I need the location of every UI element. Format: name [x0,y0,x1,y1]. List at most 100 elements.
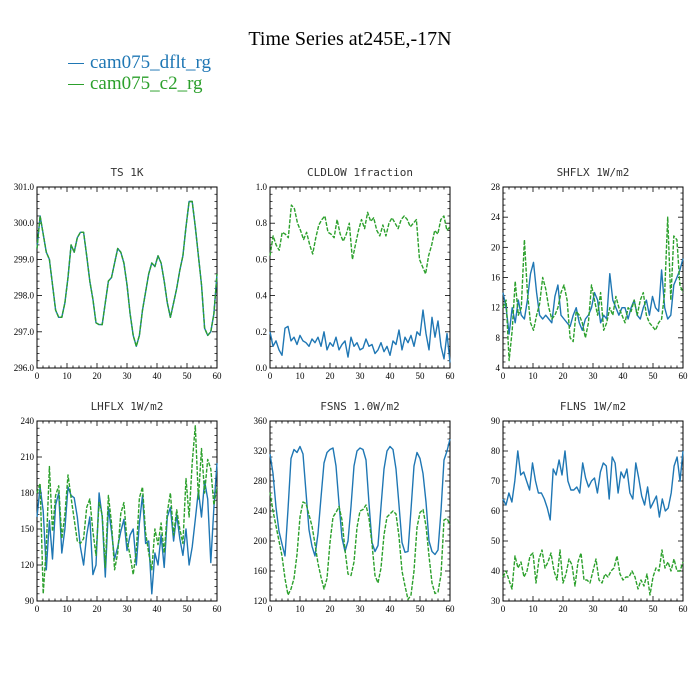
legend-entry-c2: cam075_c2_rg [68,73,203,95]
panel-4: LHFLX 1W/m2 0 10 20 30 40 50 60 90 120 150 180 210 24… [21,400,223,614]
y-tick-label: 200 [254,536,268,546]
y-tick-label: 0.2 [256,327,267,337]
x-tick-label: 20 [93,604,103,614]
y-tick-label: 4 [496,363,501,373]
x-tick-label: 20 [93,371,103,381]
y-tick-label: 300.0 [14,218,35,228]
x-tick-label: 0 [501,371,506,381]
panel-title: FLNS 1W/m2 [560,400,626,413]
y-tick-label: 8 [496,333,501,343]
y-tick-label: 70 [491,476,501,486]
y-tick-label: 80 [491,446,501,456]
x-tick-label: 10 [529,604,539,614]
panel-title: FSNS 1.0W/m2 [320,400,399,413]
panel-2: CLDLOW 1fraction 0 10 20 30 40 50 60 0.0 0.2 0.4 0.… [256,166,455,381]
y-tick-label: 1.0 [256,182,268,192]
y-tick-label: 0.0 [256,363,268,373]
x-tick-label: 60 [446,371,456,381]
panel-3: SHFLX 1W/m2 0 10 20 30 40 50 60 4 8 12 16 20 24 28 [491,166,688,381]
series-line-dflt [502,258,684,335]
x-tick-label: 30 [356,371,366,381]
y-tick-label: 280 [254,476,268,486]
y-tick-label: 240 [21,416,35,426]
x-tick-label: 30 [589,604,599,614]
y-tick-label: 320 [254,446,268,456]
legend-swatch-dflt [68,63,84,65]
y-tick-label: 20 [491,242,501,252]
y-tick-label: 0.6 [256,254,268,264]
legend-label-dflt: cam075_dflt_rg [90,52,212,73]
panel-title: LHFLX 1W/m2 [91,400,164,413]
x-tick-label: 30 [589,371,599,381]
y-tick-label: 297.0 [14,327,35,337]
panel-title: CLDLOW 1fraction [307,166,413,179]
x-tick-label: 10 [296,371,306,381]
series-line-c2 [502,549,684,596]
y-tick-label: 301.0 [14,182,35,192]
x-tick-label: 60 [213,604,223,614]
x-tick-label: 30 [123,604,133,614]
x-tick-label: 10 [63,604,73,614]
x-tick-label: 40 [619,604,629,614]
y-tick-label: 296.0 [14,363,35,373]
panel-1: TS 1K 0 10 20 30 40 50 60 296.0 297.0 298.0 299.0 30… [14,166,222,381]
x-tick-label: 10 [63,371,73,381]
y-tick-label: 90 [25,596,35,606]
legend-entry-dflt: cam075_dflt_rg [68,52,211,74]
series-line-c2 [269,492,451,601]
x-tick-label: 20 [559,371,569,381]
y-tick-label: 360 [254,416,268,426]
x-tick-label: 0 [268,371,273,381]
y-tick-label: 160 [254,566,268,576]
y-tick-label: 16 [491,273,501,283]
x-tick-label: 30 [123,371,133,381]
x-tick-label: 60 [213,371,223,381]
y-tick-label: 12 [491,303,500,313]
panel-title: TS 1K [110,166,143,179]
x-tick-label: 30 [356,604,366,614]
y-tick-label: 120 [21,560,35,570]
panel-frame [269,186,451,369]
series-line-c2 [502,216,684,362]
panel-frame [502,420,684,602]
x-tick-label: 10 [529,371,539,381]
series-line-dflt [36,200,218,347]
y-tick-label: 210 [21,452,35,462]
legend-label-c2: cam075_c2_rg [90,73,203,94]
y-tick-label: 150 [21,524,35,534]
x-tick-label: 50 [649,371,659,381]
x-tick-label: 0 [268,604,273,614]
legend-swatch-c2 [68,84,84,86]
y-tick-label: 180 [21,488,35,498]
x-tick-label: 40 [153,371,163,381]
y-tick-label: 50 [491,536,501,546]
panel-6: FLNS 1W/m2 0 10 20 30 40 50 60 30 40 50 60 70 80 90 [491,400,688,614]
y-tick-label: 240 [254,506,268,516]
panel-5: FSNS 1.0W/m2 0 10 20 30 40 50 60 120 160 200 240 280… [254,400,456,614]
y-tick-label: 299.0 [14,254,35,264]
y-tick-label: 90 [491,416,501,426]
y-tick-label: 0.4 [256,291,268,301]
series-line-dflt [502,450,684,521]
x-tick-label: 10 [296,604,306,614]
x-tick-label: 50 [183,371,193,381]
x-tick-label: 40 [619,371,629,381]
x-tick-label: 50 [649,604,659,614]
y-tick-label: 24 [491,212,501,222]
series-line-c2 [36,425,218,595]
series-line-dflt [36,462,218,595]
x-tick-label: 60 [679,371,689,381]
y-tick-label: 120 [254,596,268,606]
x-tick-label: 40 [386,604,396,614]
x-tick-label: 0 [35,371,40,381]
series-line-dflt [269,438,451,557]
x-tick-label: 0 [35,604,40,614]
y-tick-label: 60 [491,506,501,516]
y-tick-label: 30 [491,596,501,606]
chart-title: Time Series at245E,-17N [248,28,452,50]
y-tick-label: 298.0 [14,291,35,301]
x-tick-label: 20 [559,604,569,614]
x-tick-label: 60 [679,604,689,614]
x-tick-label: 50 [416,604,426,614]
